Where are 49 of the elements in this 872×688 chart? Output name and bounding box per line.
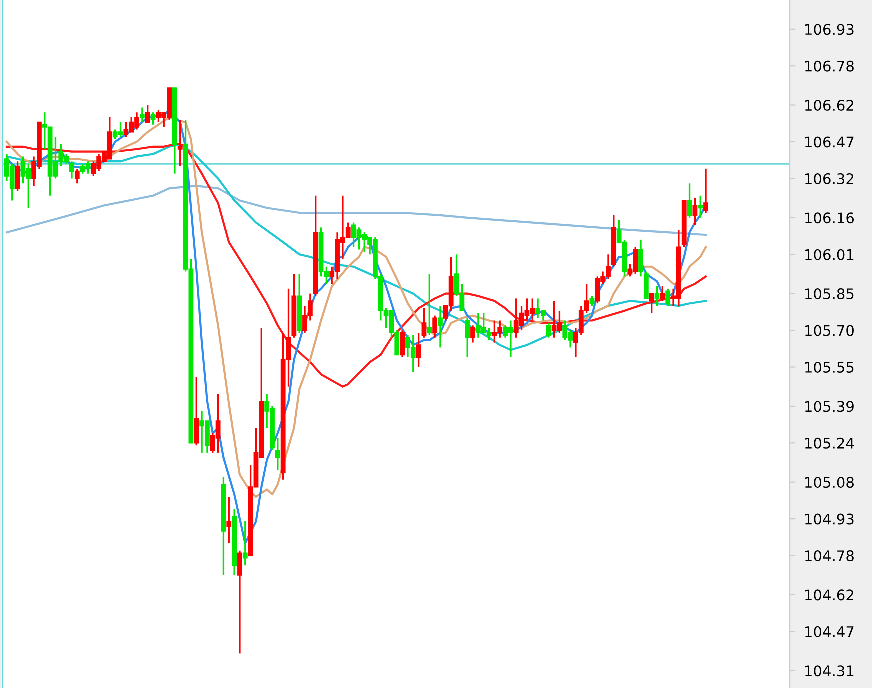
candlestick xyxy=(178,119,183,168)
candlestick xyxy=(638,239,644,278)
candlestick xyxy=(400,330,406,358)
candlestick xyxy=(427,273,432,336)
y-tick-label: 105.08 xyxy=(806,477,854,488)
candlestick xyxy=(150,112,156,126)
y-tick-label: 105.70 xyxy=(806,325,854,336)
candlestick xyxy=(590,295,595,307)
candlestick xyxy=(226,496,232,544)
candlestick xyxy=(145,104,150,124)
candlestick xyxy=(242,520,248,566)
y-tick-label: 104.78 xyxy=(806,550,854,562)
candlestick xyxy=(275,437,280,471)
y-tick-label: 105.55 xyxy=(806,362,854,374)
candlestick xyxy=(432,315,438,339)
candlestick xyxy=(666,288,671,307)
candlestick xyxy=(649,292,654,314)
y-tick-label: 106.62 xyxy=(806,100,854,112)
candlestick xyxy=(438,305,443,349)
y-tick-label: 104.93 xyxy=(806,514,854,525)
candlestick xyxy=(74,168,80,184)
y-tick-label: 104.31 xyxy=(806,666,854,677)
y-tick-label: 106.32 xyxy=(806,173,854,184)
candlestick xyxy=(654,286,660,307)
candlestick xyxy=(692,197,698,226)
y-tick-label: 106.78 xyxy=(806,60,854,72)
y-tick-label: 106.16 xyxy=(806,212,854,224)
y-tick-label: 104.62 xyxy=(806,590,854,601)
candlestick xyxy=(416,332,422,368)
candlestick xyxy=(422,308,427,339)
y-tick-label: 104.47 xyxy=(806,626,854,638)
candlestick xyxy=(465,317,470,358)
candlestick xyxy=(140,106,145,124)
candlestick xyxy=(687,182,692,219)
y-tick-label: 106.01 xyxy=(806,249,854,260)
candlestick xyxy=(546,322,552,339)
candlestick xyxy=(15,160,20,192)
candlestick xyxy=(698,195,704,219)
candlestick xyxy=(70,160,74,180)
y-tick-label: 105.39 xyxy=(806,401,854,412)
line-series xyxy=(6,185,708,236)
y-tick-label: 105.85 xyxy=(806,288,854,300)
candlestick xyxy=(704,168,708,214)
y-tick-label: 106.93 xyxy=(806,24,854,36)
y-tick-label: 106.47 xyxy=(806,136,854,148)
candlestick xyxy=(660,286,666,302)
candlestick xyxy=(470,324,476,344)
candlestick xyxy=(238,550,242,655)
y-tick-label: 105.24 xyxy=(806,438,854,449)
